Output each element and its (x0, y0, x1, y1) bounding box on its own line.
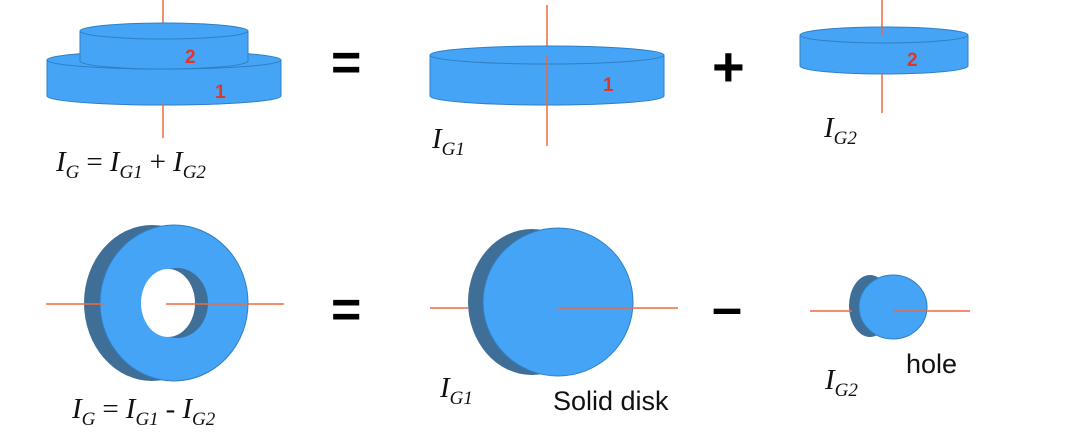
ring-disk (46, 224, 284, 382)
formula-subscript: G2 (182, 162, 206, 183)
disk-body (799, 34, 969, 75)
formula-term: I (72, 393, 82, 425)
label-subscript: G2 (833, 128, 857, 149)
formula-subscript: G1 (119, 162, 143, 183)
label-base: I (824, 112, 834, 144)
formula-term: I (182, 393, 193, 425)
stacked-disks: 2 1 (46, 0, 282, 138)
formula-equals: = (102, 393, 119, 425)
disk-2-top (79, 22, 249, 40)
label-subscript: G1 (441, 139, 465, 160)
label-base: I (432, 123, 442, 155)
label-subscript: G2 (834, 380, 858, 401)
bottom-formula: IG = IG1- IG2 (72, 393, 216, 430)
formula-term: I (125, 393, 136, 425)
equals-sign: = (331, 281, 361, 339)
disk-1-number: 1 (215, 82, 226, 103)
formula-equals: = (86, 146, 103, 178)
top-formula: IG = IG1 + IG2 (56, 146, 206, 183)
disk-2-body (79, 30, 249, 70)
disk-face (858, 274, 928, 340)
label-base: I (440, 372, 450, 404)
disk-1-alone: 1 (429, 5, 665, 146)
solid-disk (430, 227, 678, 377)
hole-caption: hole (906, 349, 958, 379)
disk-1-body (46, 59, 282, 106)
minus-sign: – (712, 278, 742, 338)
label-ig2: IG2 (825, 364, 858, 401)
formula-term: I (173, 146, 183, 178)
formula-subscript: G (65, 162, 80, 183)
disk-2-number: 2 (907, 50, 918, 71)
formula-term: I (109, 146, 120, 178)
disk-face (482, 227, 634, 377)
formula-subscript: G1 (135, 409, 159, 430)
formula-subscript: G (81, 409, 96, 430)
disk-1-number: 1 (603, 75, 614, 96)
equals-sign: = (331, 34, 361, 92)
plus-sign: + (712, 35, 745, 98)
solid-disk-caption: Solid disk (553, 386, 669, 416)
disk-2-alone: 2 (799, 0, 969, 113)
label-ig1: IG1 (432, 123, 465, 160)
disk-2-number: 2 (185, 47, 196, 68)
label-base: I (825, 364, 835, 396)
hole-opening (141, 269, 195, 337)
label-ig2: IG2 (824, 112, 857, 149)
formula-term: I (56, 146, 66, 178)
formula-operator: - (165, 393, 176, 425)
label-subscript: G1 (449, 388, 473, 409)
disk-top (799, 26, 969, 44)
label-ig1: IG1 (440, 372, 473, 409)
formula-operator: + (149, 146, 167, 178)
formula-subscript: G2 (192, 409, 216, 430)
hole-disk (810, 274, 970, 340)
